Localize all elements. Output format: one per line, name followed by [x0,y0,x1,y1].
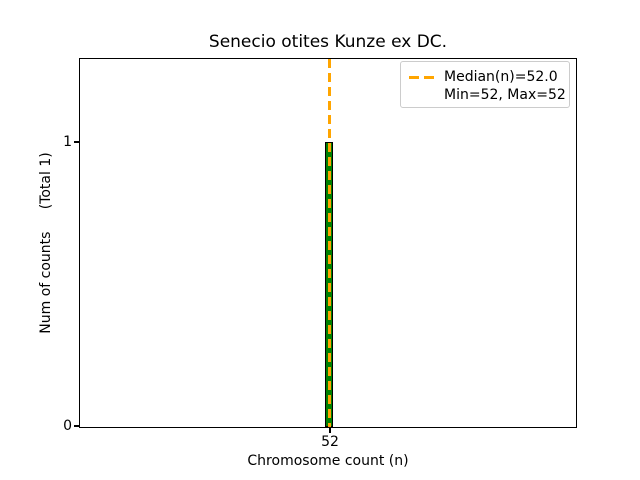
legend-row-median: Median(n)=52.0 [409,68,563,86]
legend-sample-spacer [409,94,435,97]
legend: Median(n)=52.0 Min=52, Max=52 [400,61,570,108]
legend-label-minmax: Min=52, Max=52 [444,87,566,103]
plot-area: Median(n)=52.0 Min=52, Max=52 [79,58,577,428]
y-tick-label-0: 0 [63,418,72,434]
median-line-legend-sample-icon [409,75,435,79]
legend-row-minmax: Min=52, Max=52 [409,86,566,104]
legend-label-median: Median(n)=52.0 [444,69,558,85]
x-axis-label: Chromosome count (n) [247,453,409,469]
y-tick-label-1: 1 [63,134,72,150]
x-tick-label-52: 52 [321,434,339,450]
y-tick-mark-0 [74,425,79,427]
y-axis-label: Num of counts (Total 1) [38,152,54,334]
chart-title: Senecio otites Kunze ex DC. [208,32,448,52]
median-dashed-line [328,59,331,427]
y-tick-mark-1 [74,141,79,143]
x-tick-mark-52 [329,428,331,433]
